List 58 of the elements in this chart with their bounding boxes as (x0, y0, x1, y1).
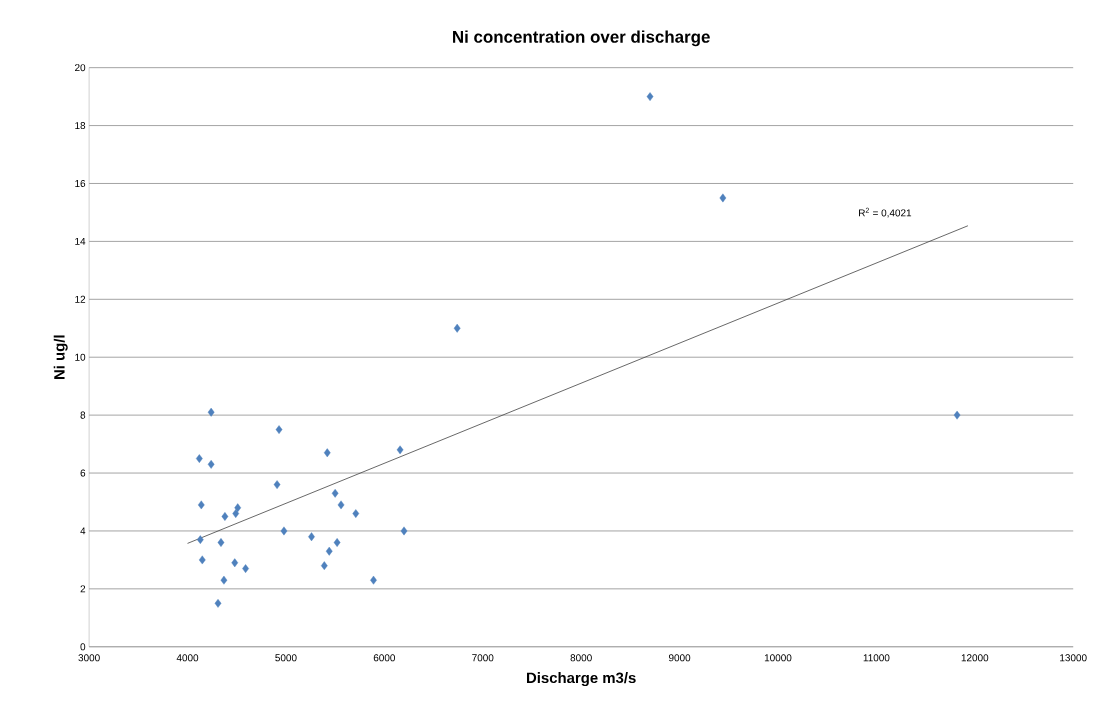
point (198, 555, 206, 565)
point (196, 453, 203, 463)
y-axis-title: Ni ug/l (53, 335, 68, 379)
point (352, 509, 360, 518)
point (231, 558, 239, 567)
y-tick-label: 10 (75, 353, 86, 361)
y-tick-label: 0 (80, 643, 86, 651)
x-tick-label: 6000 (373, 654, 396, 662)
y-tick-label: 8 (80, 411, 86, 419)
point (214, 598, 222, 608)
x-tick-label: 5000 (275, 654, 297, 662)
point (196, 535, 204, 544)
y-tick-label: 4 (80, 527, 86, 535)
y-tick-label: 20 (75, 63, 86, 71)
point (217, 537, 225, 547)
point (453, 323, 461, 333)
point (308, 532, 315, 541)
point (280, 526, 288, 536)
y-tick-label: 6 (80, 469, 86, 477)
point (320, 561, 328, 570)
y-tick-label: 18 (75, 121, 86, 129)
point (221, 511, 229, 521)
point (646, 92, 654, 101)
point (207, 459, 215, 469)
point (275, 425, 283, 434)
point (333, 537, 341, 547)
y-tick-label: 16 (75, 179, 86, 187)
y-tick-label: 14 (75, 237, 86, 245)
x-tick-label: 10000 (764, 654, 792, 662)
y-tick-label: 12 (75, 295, 86, 303)
y-tick-label: 2 (80, 585, 86, 593)
point (220, 575, 228, 585)
chart-title: Ni concentration over discharge (453, 30, 710, 47)
x-tick-label: 8000 (570, 654, 592, 662)
point (242, 564, 249, 573)
point (331, 488, 339, 498)
x-tick-label: 7000 (472, 654, 494, 662)
x-axis-title: Discharge m3/s (526, 671, 636, 686)
point (953, 410, 961, 420)
point (337, 500, 345, 510)
point (197, 500, 205, 510)
point (234, 503, 242, 512)
point (232, 509, 240, 518)
point (370, 575, 377, 585)
point (207, 407, 215, 417)
x-tick-label: 9000 (668, 654, 691, 662)
x-tick-label: 3000 (78, 654, 100, 662)
x-tick-label: 12000 (961, 654, 989, 662)
point (325, 546, 333, 556)
x-tick-label: 13000 (1060, 654, 1087, 662)
x-tick-label: 11000 (863, 654, 890, 662)
point (719, 193, 727, 203)
point (323, 448, 331, 457)
point (400, 526, 408, 536)
x-tick-label: 4000 (176, 654, 199, 662)
annotation: R$^{2}$ = 0,4021 (859, 207, 912, 218)
point (273, 480, 281, 489)
point (396, 445, 404, 455)
